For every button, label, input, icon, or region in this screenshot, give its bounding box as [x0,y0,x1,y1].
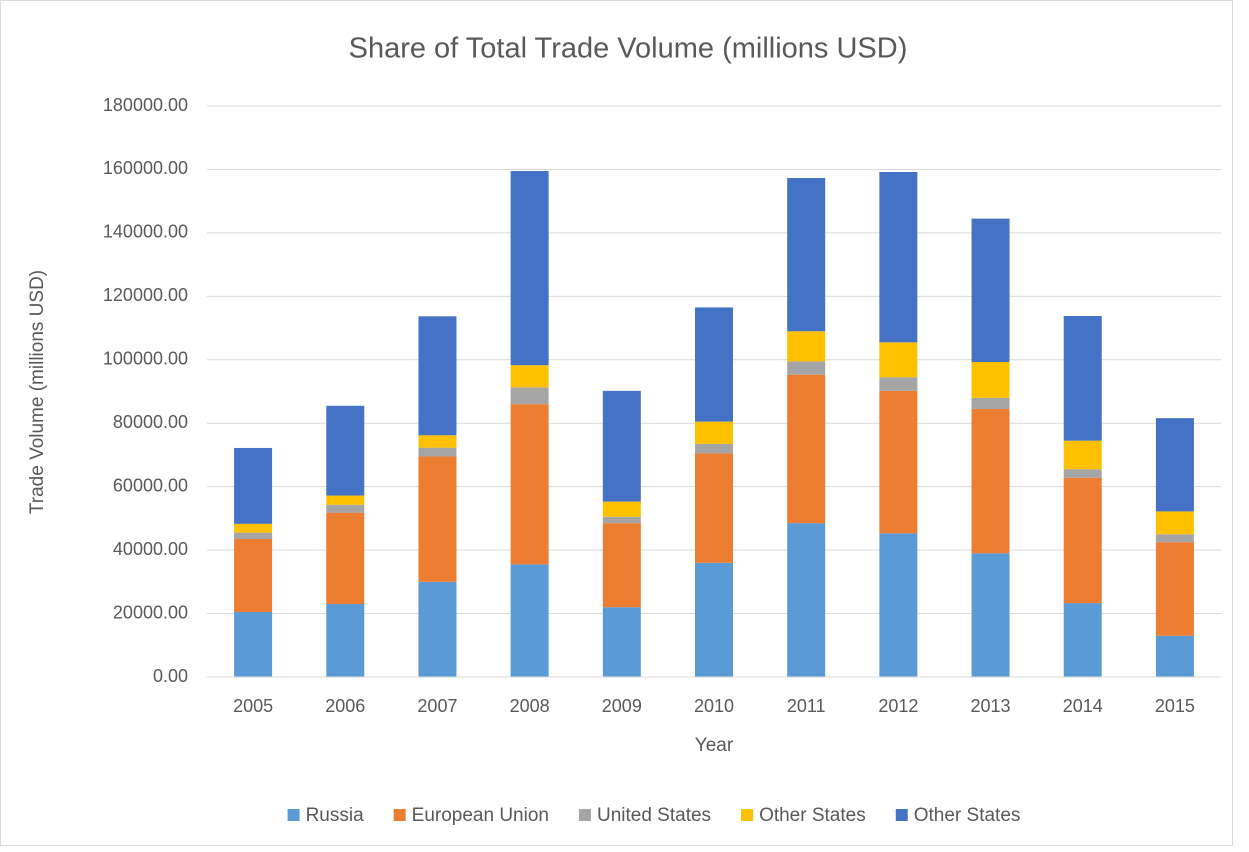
bar-segment [602,516,641,524]
bar-segment [418,435,457,448]
bar-segment [602,501,641,517]
x-tick-label: 2008 [510,696,550,716]
bar-segment [234,539,273,612]
bar-segment [879,390,918,534]
bar-segment [326,405,365,496]
bar-segment [1063,440,1102,470]
bar-segment [418,316,457,436]
bar-segment [1155,542,1194,636]
legend-swatch [741,809,754,821]
legend-label: Other States [759,805,866,826]
bar-segment [602,523,641,608]
x-tick-label: 2005 [233,696,273,716]
bar-segment [971,361,1010,398]
y-tick-label: 120000.00 [103,285,188,305]
bar-segment [695,421,733,444]
y-tick-label: 100000.00 [103,349,188,369]
bar-segment [1063,316,1102,441]
bar-segment [1155,511,1194,535]
y-axis-title: Trade Volume (millions USD) [27,270,48,514]
y-tick-label: 20000.00 [113,602,188,622]
bar-segment [418,581,457,677]
bar-segment [787,523,826,677]
bar-segment [602,607,641,677]
bar-segment [418,456,457,582]
x-axis-title: Year [695,735,734,756]
bar-segment [1155,635,1194,677]
legend-swatch [895,809,908,821]
bar-segment [879,377,918,391]
bar-segment [879,171,918,343]
bar-segment [510,171,549,366]
bar-segment [234,611,273,677]
x-tick-label: 2015 [1155,696,1195,716]
y-tick-label: 180000.00 [103,95,188,115]
legend-label: United States [597,805,711,826]
x-tick-label: 2010 [694,696,734,716]
x-tick-label: 2013 [971,696,1011,716]
bar-segment [1063,469,1102,478]
y-tick-label: 40000.00 [113,539,188,559]
x-tick-label: 2006 [325,696,365,716]
bar-segment [326,495,365,505]
bar-segment [234,532,273,540]
bar-segment [787,361,826,375]
bar-segment [787,178,826,332]
legend-swatch [393,809,406,821]
bar-segment [510,365,549,388]
bar-segment [787,331,826,362]
bar-segment [971,408,1010,554]
legend-label: Russia [306,805,365,826]
bar-segment [326,512,365,605]
bar-segment [234,447,273,524]
bar-segment [1155,534,1194,543]
bar-segment [879,533,918,677]
y-tick-label: 140000.00 [103,222,188,242]
legend-swatch [287,809,300,821]
bar-segment [787,374,826,524]
y-tick-label: 160000.00 [103,158,188,178]
bar-segment [326,504,365,513]
bar-segment [1063,603,1102,677]
bar-segment [510,387,549,405]
bar-segment [695,307,733,422]
x-tick-label: 2014 [1063,696,1103,716]
bar-segment [879,342,918,378]
bar-segment [510,404,549,565]
y-tick-label: 60000.00 [113,475,188,495]
bar-segment [418,447,457,457]
y-tick-label: 80000.00 [113,412,188,432]
bar-segment [326,604,365,677]
x-tick-label: 2009 [602,696,642,716]
bar-segment [695,562,733,677]
bar-segment [510,564,549,677]
bar-segment [971,397,1010,409]
bar-segment [1063,477,1102,604]
legend-label: Other States [914,805,1021,826]
legend-label: European Union [412,805,549,826]
bar-segment [1155,418,1194,512]
x-tick-label: 2007 [417,696,457,716]
bar-segment [234,523,273,533]
bar-segment [602,390,641,502]
y-tick-label: 0.00 [153,666,188,686]
bar-segment [695,453,733,563]
bar-segment [695,443,733,454]
chart-title: Share of Total Trade Volume (millions US… [349,33,908,65]
bar-segment [971,218,1010,362]
x-tick-label: 2011 [787,696,826,716]
legend-swatch [578,809,591,821]
bar-segment [971,553,1010,677]
x-tick-label: 2012 [878,696,918,716]
